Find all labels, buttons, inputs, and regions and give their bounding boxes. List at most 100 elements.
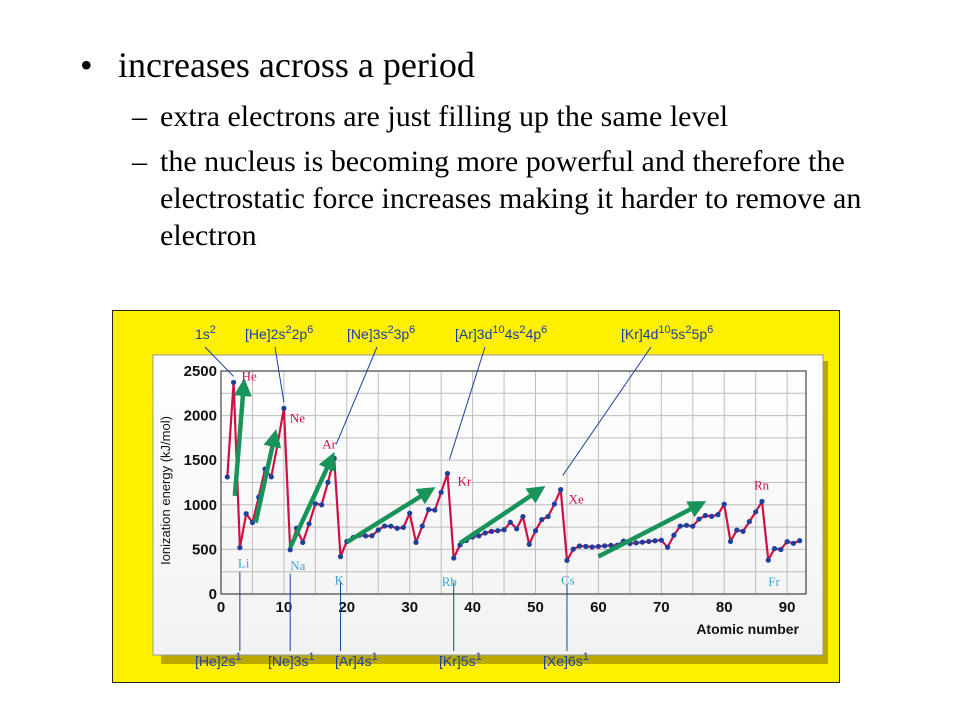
data-point: [268, 474, 274, 480]
trend-arrow: [597, 501, 707, 559]
data-point: [337, 554, 344, 560]
data-point: [532, 528, 539, 534]
x-tick-label: 80: [716, 599, 733, 616]
data-point: [665, 544, 671, 550]
data-point: [539, 517, 545, 523]
data-point: [589, 544, 595, 550]
y-tick-label: 1000: [184, 497, 217, 514]
sub-bullet-dash: –: [132, 100, 147, 133]
data-point: [224, 474, 230, 480]
data-point: [419, 523, 425, 529]
data-point: [388, 523, 394, 529]
data-point: [476, 533, 482, 539]
data-point: [677, 523, 683, 529]
main-bullet: • increases across a period: [80, 40, 940, 90]
alkali-metal-label: Cs: [561, 572, 575, 587]
bottom-configuration-label: [Kr]5s1: [439, 651, 482, 669]
alkali-metal-label: Rb: [442, 574, 457, 589]
sub-bullet-1-text: extra electrons are just filling up the …: [160, 100, 729, 133]
data-point: [407, 510, 413, 516]
data-point: [734, 527, 740, 533]
y-tick-label: 500: [192, 541, 217, 558]
x-tick-label: 70: [653, 599, 670, 616]
data-point: [369, 533, 375, 539]
data-point: [753, 509, 759, 515]
data-point: [790, 540, 797, 546]
data-point: [702, 512, 708, 519]
data-point: [325, 479, 331, 486]
data-point: [633, 540, 639, 546]
main-bullet-text: increases across a period: [118, 45, 475, 85]
x-axis-label: Atomic number: [696, 621, 799, 637]
data-point: [583, 543, 589, 549]
data-point: [608, 542, 614, 548]
bottom-configuration-label: [Ne]3s1: [268, 651, 315, 669]
data-point: [558, 487, 564, 493]
y-tick-label: 1500: [184, 452, 217, 469]
data-point: [237, 545, 243, 551]
trend-arrow: [288, 451, 336, 549]
bottom-configuration-label: [Ar]4s1: [335, 651, 378, 669]
data-point: [740, 528, 746, 534]
trend-arrow: [232, 378, 252, 497]
data-point: [690, 523, 696, 529]
data-point: [671, 532, 677, 538]
noble-gas-label: Ar: [322, 436, 336, 451]
data-point: [495, 528, 501, 534]
top-configuration-label: [Ar]3d104s24p6: [455, 324, 547, 342]
sub-bullet-dash: –: [132, 145, 147, 178]
data-point: [658, 537, 664, 543]
plot-border: [220, 370, 807, 595]
bullet-dot: •: [80, 45, 93, 85]
data-point: [281, 405, 287, 411]
y-tick-label: 0: [209, 586, 217, 603]
sub-bullet-1: – extra electrons are just filling up th…: [80, 98, 940, 135]
noble-gas-label: Ne: [290, 410, 305, 425]
config-leader-line: [274, 346, 285, 403]
data-point: [319, 502, 325, 508]
data-point: [595, 543, 602, 550]
data-point: [363, 533, 369, 539]
data-point: [646, 538, 652, 545]
y-tick-label: 2000: [184, 408, 217, 425]
data-point: [400, 524, 407, 531]
x-tick-label: 40: [464, 599, 481, 616]
data-point: [564, 557, 570, 564]
ionization-energy-chart: 0 10 20 30 40 50 60 70 80 90 0 500 1000 1500 2000 2500 A…: [152, 324, 828, 669]
top-configuration-label: [He]2s22p6: [245, 324, 313, 342]
data-point: [306, 521, 312, 527]
data-point: [652, 538, 658, 544]
data-point: [551, 501, 557, 507]
data-point: [507, 519, 513, 525]
top-configuration-label: [Ne]3s23p6: [347, 324, 415, 342]
data-point: [287, 547, 293, 553]
data-point: [696, 516, 702, 522]
data-point: [451, 555, 457, 561]
slide-text: • increases across a period – extra elec…: [80, 40, 940, 254]
top-configuration-label: [Kr]4d105s25p6: [621, 324, 713, 342]
sub-bullet-2-text: the nucleus is becoming more powerful an…: [160, 145, 862, 252]
alkali-metal-label: Fr: [768, 574, 780, 589]
data-point: [715, 512, 721, 518]
noble-gas-label: Kr: [457, 473, 471, 488]
config-leader-line: [204, 346, 234, 377]
data-point: [639, 539, 646, 545]
ionization-energy-figure: 0 10 20 30 40 50 60 70 80 90 0 500 1000 1500 2000 2500 A…: [112, 310, 840, 683]
config-leader-line: [335, 346, 378, 445]
data-point: [488, 528, 495, 534]
data-point: [520, 513, 526, 520]
data-point: [683, 522, 690, 528]
noble-gas-label: Xe: [569, 492, 584, 507]
data-point: [514, 526, 520, 532]
y-axis-label: Ionization energy (kJ/mol): [158, 416, 173, 565]
data-point: [381, 523, 388, 529]
data-point: [438, 489, 444, 495]
data-point: [765, 557, 771, 563]
bottom-configuration-label: [He]2s1: [195, 651, 242, 669]
data-point: [482, 530, 488, 536]
x-tick-label: 20: [338, 599, 355, 616]
noble-gas-label: He: [242, 368, 257, 383]
config-leader-line: [562, 346, 652, 476]
alkali-metal-label: K: [335, 573, 345, 588]
data-point: [709, 513, 715, 519]
